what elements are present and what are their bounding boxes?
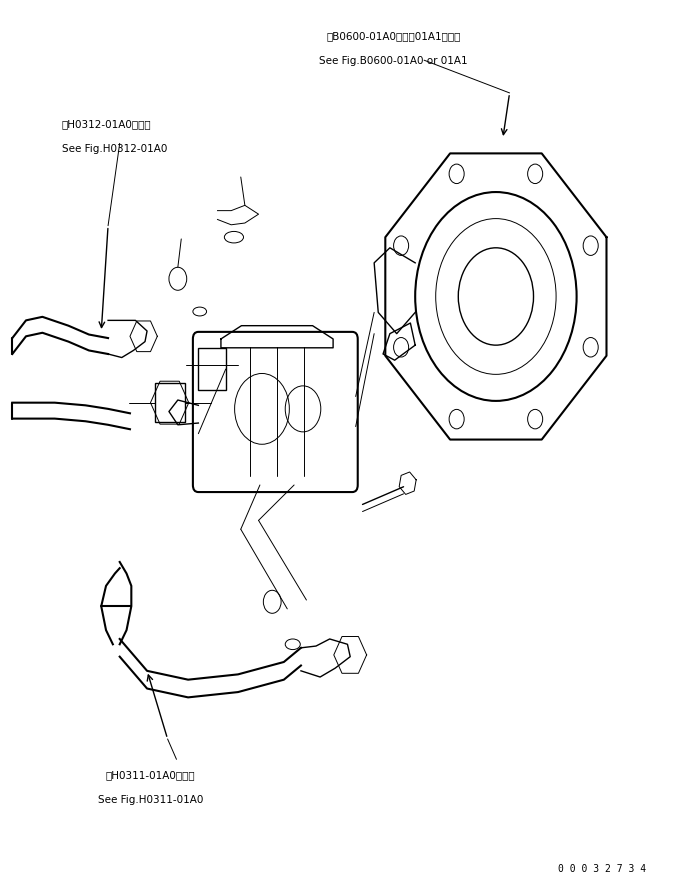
Bar	[198, 348, 226, 390]
Text: 第H0311-01A0図参照: 第H0311-01A0図参照	[105, 770, 196, 780]
Text: 第H0312-01A0図参照: 第H0312-01A0図参照	[62, 119, 151, 129]
Text: See Fig.H0311-01A0: See Fig.H0311-01A0	[98, 795, 203, 804]
Text: See Fig.B0600-01A0 or 01A1: See Fig.B0600-01A0 or 01A1	[319, 56, 468, 65]
Text: 0 0 0 3 2 7 3 4: 0 0 0 3 2 7 3 4	[558, 865, 646, 874]
Text: See Fig.H0312-01A0: See Fig.H0312-01A0	[62, 144, 167, 154]
Bar	[155, 383, 185, 422]
Text: 第B0600-01A0または01A1図参照: 第B0600-01A0または01A1図参照	[326, 31, 460, 41]
